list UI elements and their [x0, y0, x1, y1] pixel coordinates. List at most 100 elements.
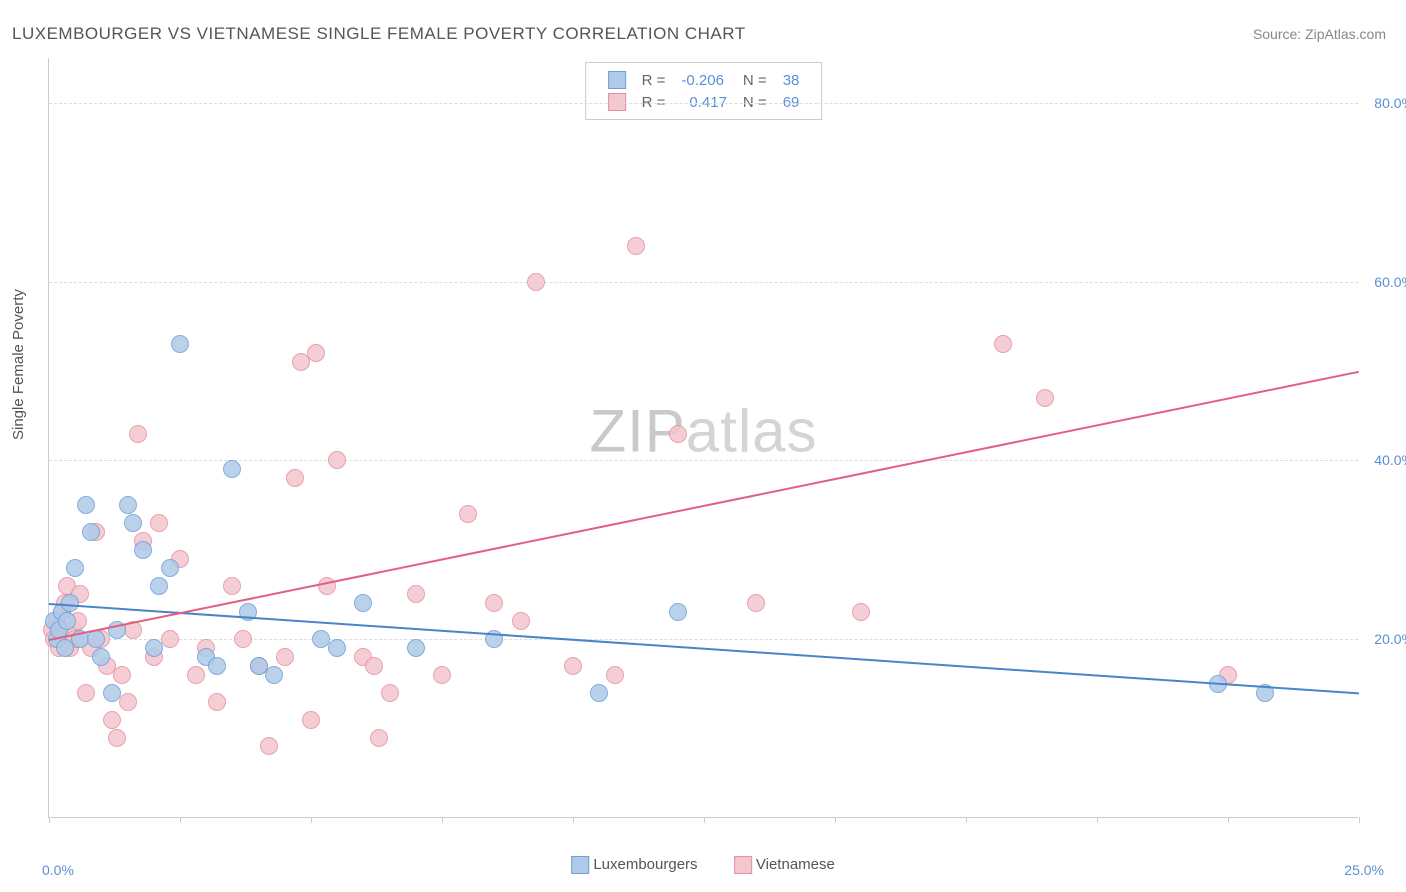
scatter-marker [286, 469, 304, 487]
scatter-marker [354, 594, 372, 612]
y-axis-label: Single Female Poverty [10, 289, 27, 440]
scatter-marker [103, 684, 121, 702]
scatter-marker [208, 693, 226, 711]
legend-swatch-bottom-1 [734, 856, 752, 874]
scatter-marker [77, 496, 95, 514]
y-tick-label: 60.0% [1374, 274, 1406, 290]
scatter-marker [669, 425, 687, 443]
scatter-marker [223, 577, 241, 595]
scatter-marker [1036, 389, 1054, 407]
scatter-marker [150, 577, 168, 595]
scatter-marker [187, 666, 205, 684]
scatter-marker [113, 666, 131, 684]
scatter-marker [129, 425, 147, 443]
scatter-marker [318, 577, 336, 595]
scatter-marker [108, 729, 126, 747]
x-tick [1359, 817, 1360, 823]
legend-label-1: Vietnamese [756, 856, 835, 873]
scatter-marker [265, 666, 283, 684]
scatter-marker [223, 460, 241, 478]
legend-n-value-0: 38 [775, 69, 808, 91]
scatter-marker [512, 612, 530, 630]
gridline-h [49, 460, 1358, 461]
scatter-marker [994, 335, 1012, 353]
x-tick-label-max: 25.0% [1344, 862, 1384, 878]
scatter-marker [92, 648, 110, 666]
scatter-marker [103, 711, 121, 729]
scatter-marker [747, 594, 765, 612]
scatter-marker [527, 273, 545, 291]
x-tick [311, 817, 312, 823]
x-tick [573, 817, 574, 823]
chart-container: LUXEMBOURGER VS VIETNAMESE SINGLE FEMALE… [0, 0, 1406, 892]
gridline-h [49, 103, 1358, 104]
watermark-atlas: atlas [686, 397, 818, 464]
scatter-marker [328, 451, 346, 469]
scatter-marker [150, 514, 168, 532]
x-tick [835, 817, 836, 823]
chart-title: LUXEMBOURGER VS VIETNAMESE SINGLE FEMALE… [12, 24, 746, 44]
scatter-marker [119, 693, 137, 711]
legend-stats-box: R = -0.206 N = 38 R = 0.417 N = 69 [585, 62, 823, 120]
gridline-h [49, 282, 1358, 283]
x-tick [442, 817, 443, 823]
scatter-marker [307, 344, 325, 362]
scatter-marker [328, 639, 346, 657]
scatter-marker [124, 514, 142, 532]
legend-label-0: Luxembourgers [593, 856, 697, 873]
scatter-marker [87, 630, 105, 648]
x-tick-label-min: 0.0% [42, 862, 74, 878]
legend-n-label-0: N = [735, 69, 775, 91]
legend-item-0: Luxembourgers [571, 856, 697, 874]
watermark: ZIPatlas [589, 396, 817, 465]
y-tick-label: 20.0% [1374, 631, 1406, 647]
scatter-marker [208, 657, 226, 675]
scatter-marker [365, 657, 383, 675]
scatter-marker [58, 612, 76, 630]
legend-swatch-bottom-0 [571, 856, 589, 874]
scatter-marker [370, 729, 388, 747]
scatter-marker [381, 684, 399, 702]
x-tick [1228, 817, 1229, 823]
scatter-marker [171, 335, 189, 353]
x-tick [966, 817, 967, 823]
source-label: Source: ZipAtlas.com [1253, 26, 1386, 42]
scatter-marker [407, 585, 425, 603]
trend-line [49, 603, 1359, 694]
scatter-marker [606, 666, 624, 684]
x-tick [1097, 817, 1098, 823]
scatter-marker [119, 496, 137, 514]
scatter-marker [302, 711, 320, 729]
legend-r-value-0: -0.206 [673, 69, 735, 91]
y-tick-label: 80.0% [1374, 95, 1406, 111]
scatter-marker [433, 666, 451, 684]
x-tick [704, 817, 705, 823]
scatter-marker [459, 505, 477, 523]
scatter-marker [77, 684, 95, 702]
x-tick [180, 817, 181, 823]
plot-area: ZIPatlas R = -0.206 N = 38 R = 0.417 N =… [48, 58, 1358, 818]
scatter-marker [82, 523, 100, 541]
scatter-marker [260, 737, 278, 755]
scatter-marker [669, 603, 687, 621]
legend-item-1: Vietnamese [734, 856, 835, 874]
legend-stats-row: R = -0.206 N = 38 [600, 69, 808, 91]
scatter-marker [276, 648, 294, 666]
legend-bottom: Luxembourgers Vietnamese [555, 856, 851, 874]
scatter-marker [852, 603, 870, 621]
trend-line [49, 371, 1359, 641]
legend-r-label-0: R = [634, 69, 674, 91]
x-tick [49, 817, 50, 823]
scatter-marker [161, 630, 179, 648]
scatter-marker [161, 559, 179, 577]
scatter-marker [590, 684, 608, 702]
scatter-marker [407, 639, 425, 657]
scatter-marker [66, 559, 84, 577]
scatter-marker [145, 639, 163, 657]
scatter-marker [485, 594, 503, 612]
scatter-marker [627, 237, 645, 255]
scatter-marker [134, 541, 152, 559]
scatter-marker [234, 630, 252, 648]
y-tick-label: 40.0% [1374, 452, 1406, 468]
scatter-marker [564, 657, 582, 675]
